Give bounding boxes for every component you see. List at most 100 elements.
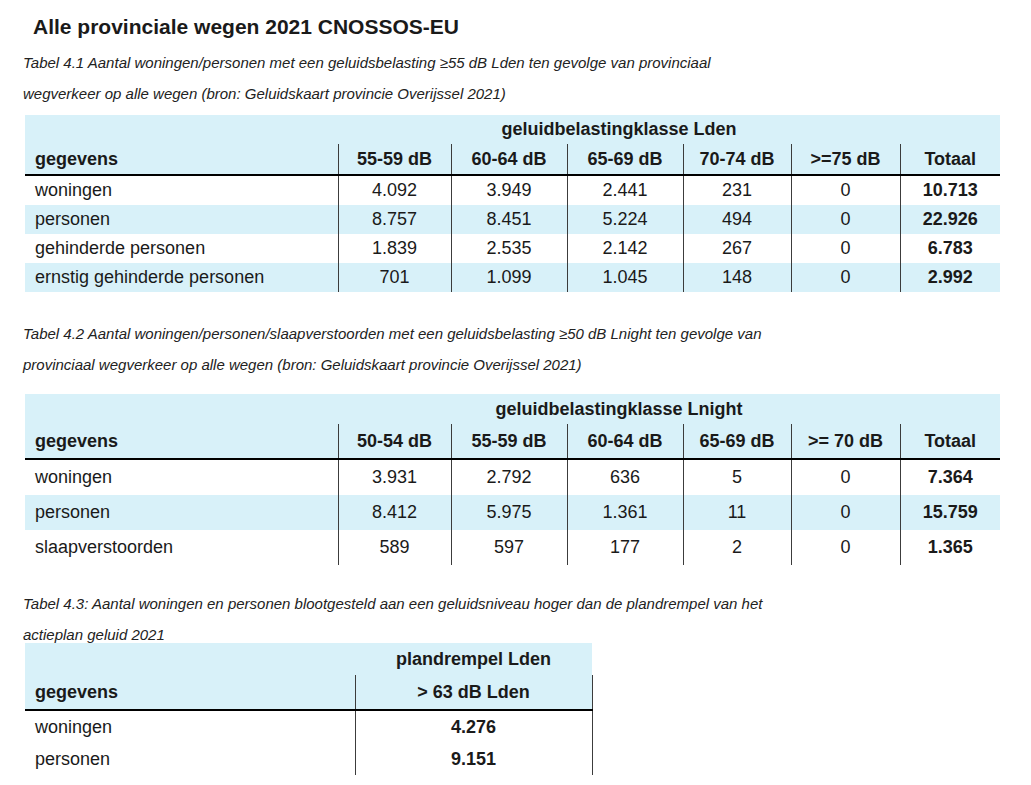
column-header: Totaal (900, 144, 1000, 175)
table-group-header: geluidbelastingklasse Lden (338, 115, 900, 144)
column-header: 70-74 dB (683, 144, 791, 175)
cell-total: 1.365 (900, 530, 1000, 565)
cell-value: 8.757 (338, 205, 451, 234)
cell-value: 5.975 (451, 495, 567, 530)
cell-value: 8.412 (338, 495, 451, 530)
cell-value: 148 (683, 263, 791, 292)
cell-value: 2.441 (567, 175, 683, 205)
table-row: personen 8.757 8.451 5.224 494 0 22.926 (25, 205, 1000, 234)
row-label: personen (25, 495, 338, 530)
column-header: >=75 dB (791, 144, 900, 175)
table-row: personen 8.412 5.975 1.361 11 0 15.759 (25, 495, 1000, 530)
table-header-row: gegevens 55-59 dB 60-64 dB 65-69 dB 70-7… (25, 144, 1000, 175)
table-4-2: geluidbelastingklasse Lnight gegevens 50… (25, 394, 1000, 565)
column-header: gegevens (25, 675, 355, 710)
cell-value: 4.092 (338, 175, 451, 205)
cell-total: 9.151 (355, 743, 592, 775)
table-row: slaapverstoorden 589 597 177 2 0 1.365 (25, 530, 1000, 565)
table-header-row: gegevens 50-54 dB 55-59 dB 60-64 dB 65-6… (25, 424, 1000, 459)
table-row: gehinderde personen 1.839 2.535 2.142 26… (25, 234, 1000, 263)
cell-value: 0 (791, 263, 900, 292)
table-4-2-caption: Tabel 4.2 Aantal woningen/personen/slaap… (23, 318, 761, 380)
table-group-header-row: geluidbelastingklasse Lnight (25, 394, 1000, 424)
table-row: woningen 4.092 3.949 2.441 231 0 10.713 (25, 175, 1000, 205)
cell-value: 5.224 (567, 205, 683, 234)
column-header: 55-59 dB (338, 144, 451, 175)
column-header: 65-69 dB (683, 424, 791, 459)
table-spacer-cell (25, 643, 355, 675)
cell-value: 0 (791, 495, 900, 530)
column-header: gegevens (25, 424, 338, 459)
row-label: woningen (25, 459, 338, 495)
cell-value: 0 (791, 205, 900, 234)
table-spacer-cell (900, 115, 1000, 144)
cell-total: 4.276 (355, 710, 592, 743)
row-label: personen (25, 205, 338, 234)
column-header: 55-59 dB (451, 424, 567, 459)
cell-value: 1.839 (338, 234, 451, 263)
cell-value: 11 (683, 495, 791, 530)
cell-value: 494 (683, 205, 791, 234)
table-spacer-cell (25, 115, 338, 144)
column-header: >= 70 dB (791, 424, 900, 459)
caption-line: wegverkeer op alle wegen (bron: Geluidsk… (23, 78, 711, 109)
cell-value: 8.451 (451, 205, 567, 234)
cell-value: 597 (451, 530, 567, 565)
column-header: 60-64 dB (451, 144, 567, 175)
row-label: woningen (25, 710, 355, 743)
cell-value: 177 (567, 530, 683, 565)
column-header: 50-54 dB (338, 424, 451, 459)
cell-total: 10.713 (900, 175, 1000, 205)
cell-value: 636 (567, 459, 683, 495)
row-label: ernstig gehinderde personen (25, 263, 338, 292)
cell-total: 2.992 (900, 263, 1000, 292)
caption-line: Tabel 4.1 Aantal woningen/personen met e… (23, 47, 711, 78)
column-header: gegevens (25, 144, 338, 175)
row-label: slaapverstoorden (25, 530, 338, 565)
table-group-header: geluidbelastingklasse Lnight (338, 394, 900, 424)
table-row: personen 9.151 (25, 743, 592, 775)
cell-value: 267 (683, 234, 791, 263)
cell-value: 3.931 (338, 459, 451, 495)
cell-value: 1.099 (451, 263, 567, 292)
column-header: Totaal (900, 424, 1000, 459)
caption-line: Tabel 4.3: Aantal woningen en personen b… (23, 588, 762, 619)
caption-line: provinciaal wegverkeer op alle wegen (br… (23, 349, 761, 380)
table-row: woningen 4.276 (25, 710, 592, 743)
cell-total: 22.926 (900, 205, 1000, 234)
cell-total: 6.783 (900, 234, 1000, 263)
table-group-header: plandrempel Lden (355, 643, 592, 675)
cell-value: 231 (683, 175, 791, 205)
table-row: ernstig gehinderde personen 701 1.099 1.… (25, 263, 1000, 292)
table-4-3-caption: Tabel 4.3: Aantal woningen en personen b… (23, 588, 762, 650)
table-4-1: geluidbelastingklasse Lden gegevens 55-5… (25, 115, 1000, 292)
table-spacer-cell (25, 394, 338, 424)
cell-value: 0 (791, 459, 900, 495)
page-title: Alle provinciale wegen 2021 CNOSSOS-EU (33, 14, 459, 40)
cell-value: 2.792 (451, 459, 567, 495)
table-group-header-row: geluidbelastingklasse Lden (25, 115, 1000, 144)
cell-value: 2.142 (567, 234, 683, 263)
caption-line: Tabel 4.2 Aantal woningen/personen/slaap… (23, 318, 761, 349)
table-spacer-cell (900, 394, 1000, 424)
cell-value: 0 (791, 175, 900, 205)
cell-value: 589 (338, 530, 451, 565)
row-label: gehinderde personen (25, 234, 338, 263)
cell-value: 1.361 (567, 495, 683, 530)
cell-value: 1.045 (567, 263, 683, 292)
table-4-3: plandrempel Lden gegevens > 63 dB Lden w… (25, 643, 593, 775)
cell-value: 0 (791, 530, 900, 565)
table-4-1-caption: Tabel 4.1 Aantal woningen/personen met e… (23, 47, 711, 109)
cell-total: 7.364 (900, 459, 1000, 495)
column-header: 60-64 dB (567, 424, 683, 459)
table-group-header-row: plandrempel Lden (25, 643, 592, 675)
cell-value: 3.949 (451, 175, 567, 205)
cell-value: 701 (338, 263, 451, 292)
row-label: personen (25, 743, 355, 775)
row-label: woningen (25, 175, 338, 205)
cell-total: 15.759 (900, 495, 1000, 530)
cell-value: 5 (683, 459, 791, 495)
table-row: woningen 3.931 2.792 636 5 0 7.364 (25, 459, 1000, 495)
cell-value: 2 (683, 530, 791, 565)
cell-value: 2.535 (451, 234, 567, 263)
